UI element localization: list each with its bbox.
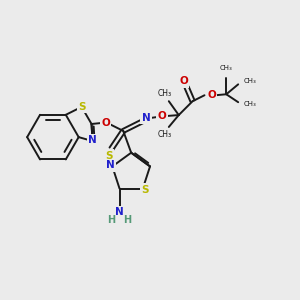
Text: N: N — [106, 160, 115, 170]
Text: N: N — [115, 207, 124, 217]
Text: CH₃: CH₃ — [158, 130, 172, 140]
Text: H: H — [123, 215, 131, 225]
Text: CH₃: CH₃ — [243, 101, 256, 107]
Text: CH₃: CH₃ — [158, 89, 172, 98]
Text: O: O — [101, 118, 110, 128]
Text: S: S — [78, 102, 85, 112]
Text: CH₃: CH₃ — [220, 65, 233, 71]
Text: O: O — [158, 111, 166, 121]
Text: O: O — [179, 76, 188, 86]
Text: N: N — [88, 135, 97, 145]
Text: N: N — [142, 113, 150, 123]
Text: H: H — [107, 215, 116, 225]
Text: S: S — [106, 151, 113, 161]
Text: S: S — [141, 184, 148, 195]
Text: CH₃: CH₃ — [243, 78, 256, 84]
Text: O: O — [207, 90, 216, 100]
